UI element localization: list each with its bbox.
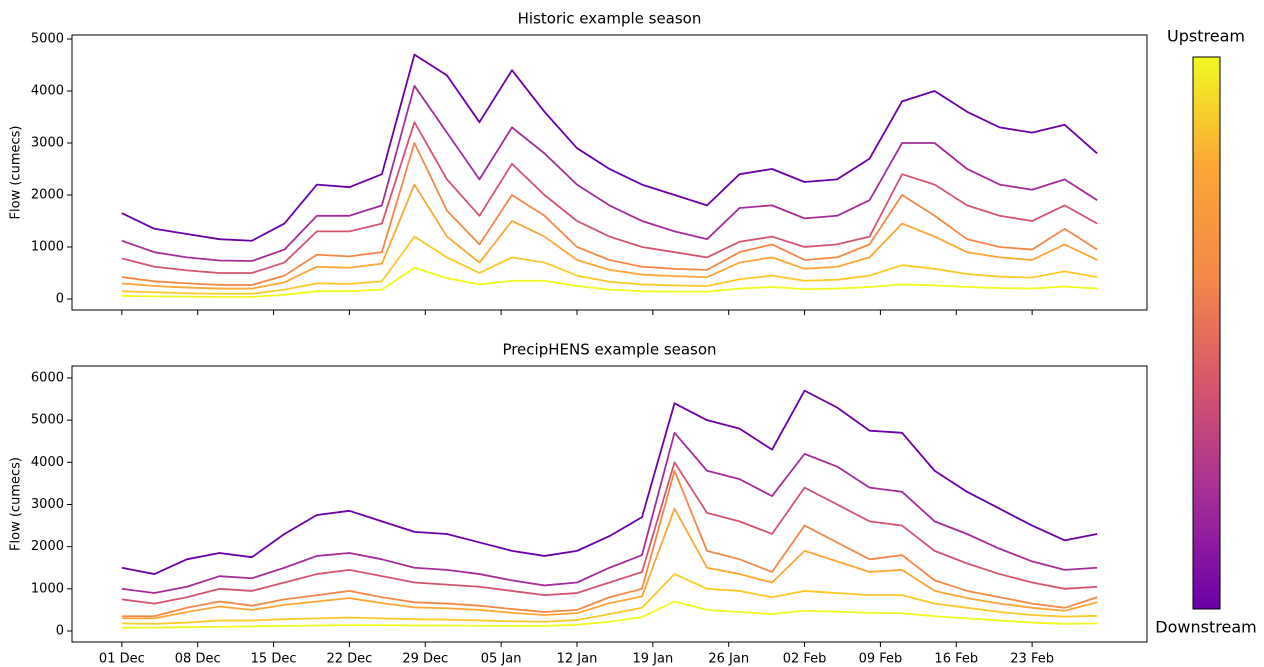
plot-frame — [71, 34, 1148, 311]
colorbar-bottom-label: Downstream — [1155, 618, 1256, 637]
x-tick-label: 29 Dec — [402, 652, 448, 667]
x-tick-label: 09 Feb — [859, 652, 903, 667]
x-tick-label: 05 Jan — [481, 652, 522, 667]
flow-line — [121, 461, 1098, 605]
x-tick-label: 01 Dec — [99, 652, 145, 667]
colorbar-top-label: Upstream — [1167, 27, 1245, 46]
flow-line — [121, 235, 1098, 295]
y-tick-label: 4000 — [31, 455, 64, 470]
y-tick-label: 3000 — [31, 135, 64, 150]
x-tick-label: 15 Dec — [251, 652, 297, 667]
chart-title: PrecipHENS example season — [502, 341, 716, 359]
x-tick-label: 19 Jan — [632, 652, 673, 667]
flow-line — [121, 142, 1098, 286]
colorbar — [1192, 56, 1221, 610]
y-tick-label: 6000 — [31, 370, 64, 385]
flow-line — [121, 573, 1098, 625]
y-tick-label: 5000 — [31, 413, 64, 428]
y-tick-label: 4000 — [31, 83, 64, 98]
flow-line — [121, 507, 1098, 620]
y-tick-label: 2000 — [31, 539, 64, 554]
y-tick-label: 1000 — [31, 239, 64, 254]
flow-line — [121, 266, 1098, 298]
chart-title: Historic example season — [518, 10, 702, 28]
flow-line — [121, 431, 1098, 594]
flow-line — [121, 600, 1098, 629]
flow-line — [121, 84, 1098, 262]
flow-line — [121, 53, 1098, 242]
x-tick-label: 26 Jan — [708, 652, 749, 667]
x-tick-label: 12 Jan — [557, 652, 598, 667]
y-tick-label: 0 — [56, 291, 64, 306]
x-tick-label: 23 Feb — [1010, 652, 1054, 667]
x-tick-label: 02 Feb — [783, 652, 827, 667]
x-tick-label: 16 Feb — [934, 652, 978, 667]
y-tick-label: 5000 — [31, 32, 64, 47]
flow-line — [121, 183, 1098, 290]
flow-line — [121, 469, 1098, 618]
flow-line — [121, 389, 1098, 575]
y-tick-label: 3000 — [31, 497, 64, 512]
y-tick-label: 1000 — [31, 581, 64, 596]
y-tick-label: 2000 — [31, 187, 64, 202]
x-tick-label: 22 Dec — [326, 652, 372, 667]
flow-line — [121, 121, 1098, 274]
y-axis-label: Flow (cumecs) — [9, 126, 24, 220]
x-tick-label: 08 Dec — [175, 652, 221, 667]
y-axis-label: Flow (cumecs) — [9, 457, 24, 551]
y-tick-label: 0 — [56, 623, 64, 638]
plot-frame — [71, 365, 1148, 643]
